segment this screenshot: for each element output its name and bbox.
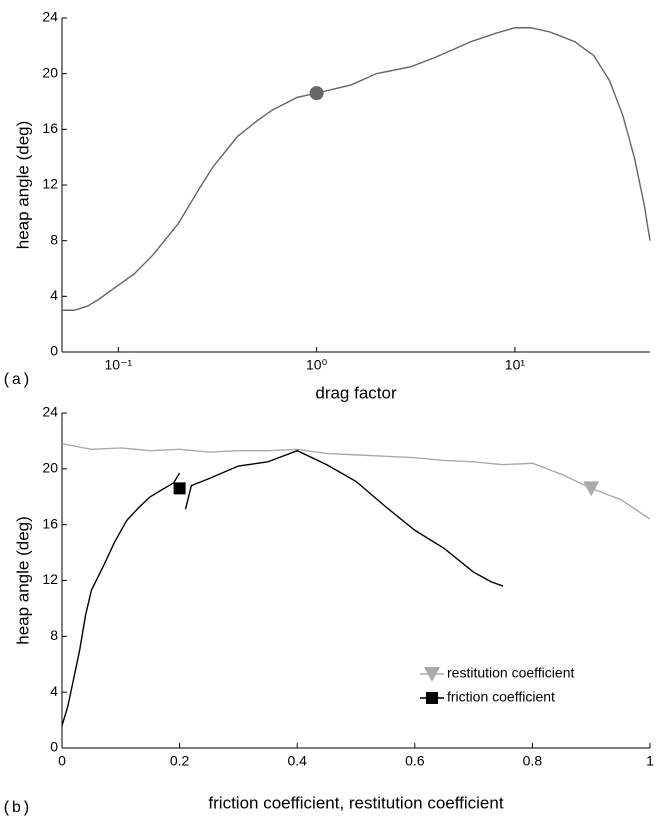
x-tick-label: 10¹ bbox=[505, 357, 526, 373]
marker bbox=[309, 86, 324, 101]
x-tick-label: 0.6 bbox=[405, 753, 425, 769]
y-tick-label: 12 bbox=[42, 571, 58, 587]
y-axis-label: heap angle (deg) bbox=[13, 121, 32, 250]
y-tick-label: 0 bbox=[50, 739, 58, 755]
x-axis-label: drag factor bbox=[315, 383, 397, 402]
y-tick-label: 4 bbox=[50, 683, 58, 699]
series-line bbox=[61, 472, 181, 726]
x-tick-label: 0 bbox=[58, 753, 66, 769]
x-tick-label: 1 bbox=[646, 753, 654, 769]
x-axis-label: friction coefficient, restitution coeffi… bbox=[208, 793, 503, 812]
panel-label: (a) bbox=[2, 371, 31, 389]
y-tick-label: 16 bbox=[42, 120, 58, 136]
panel-label: (b) bbox=[2, 799, 31, 817]
y-tick-label: 20 bbox=[42, 64, 58, 80]
x-tick-label: 10⁻¹ bbox=[105, 357, 133, 373]
y-tick-label: 24 bbox=[42, 404, 58, 420]
y-tick-label: 20 bbox=[42, 460, 58, 476]
legend-marker bbox=[426, 692, 438, 704]
x-tick-label: 0.8 bbox=[523, 753, 543, 769]
y-tick-label: 24 bbox=[42, 9, 58, 25]
series-line bbox=[61, 443, 651, 520]
y-tick-label: 16 bbox=[42, 515, 58, 531]
x-tick-label: 0.4 bbox=[287, 753, 307, 769]
marker bbox=[583, 481, 600, 497]
legend-text: friction coefficient bbox=[447, 689, 555, 705]
y-tick-label: 8 bbox=[50, 231, 58, 247]
series-line bbox=[184, 449, 504, 587]
y-tick-label: 4 bbox=[50, 287, 58, 303]
marker bbox=[173, 482, 186, 495]
series-line bbox=[62, 27, 651, 311]
y-tick-label: 0 bbox=[50, 343, 58, 359]
y-tick-label: 12 bbox=[42, 176, 58, 192]
y-tick-label: 8 bbox=[50, 627, 58, 643]
legend-marker bbox=[424, 667, 440, 682]
x-tick-label: 10⁰ bbox=[306, 357, 328, 373]
legend-text: restitution coefficient bbox=[447, 665, 574, 681]
x-tick-label: 0.2 bbox=[170, 753, 190, 769]
y-axis-label: heap angle (deg) bbox=[13, 516, 32, 645]
